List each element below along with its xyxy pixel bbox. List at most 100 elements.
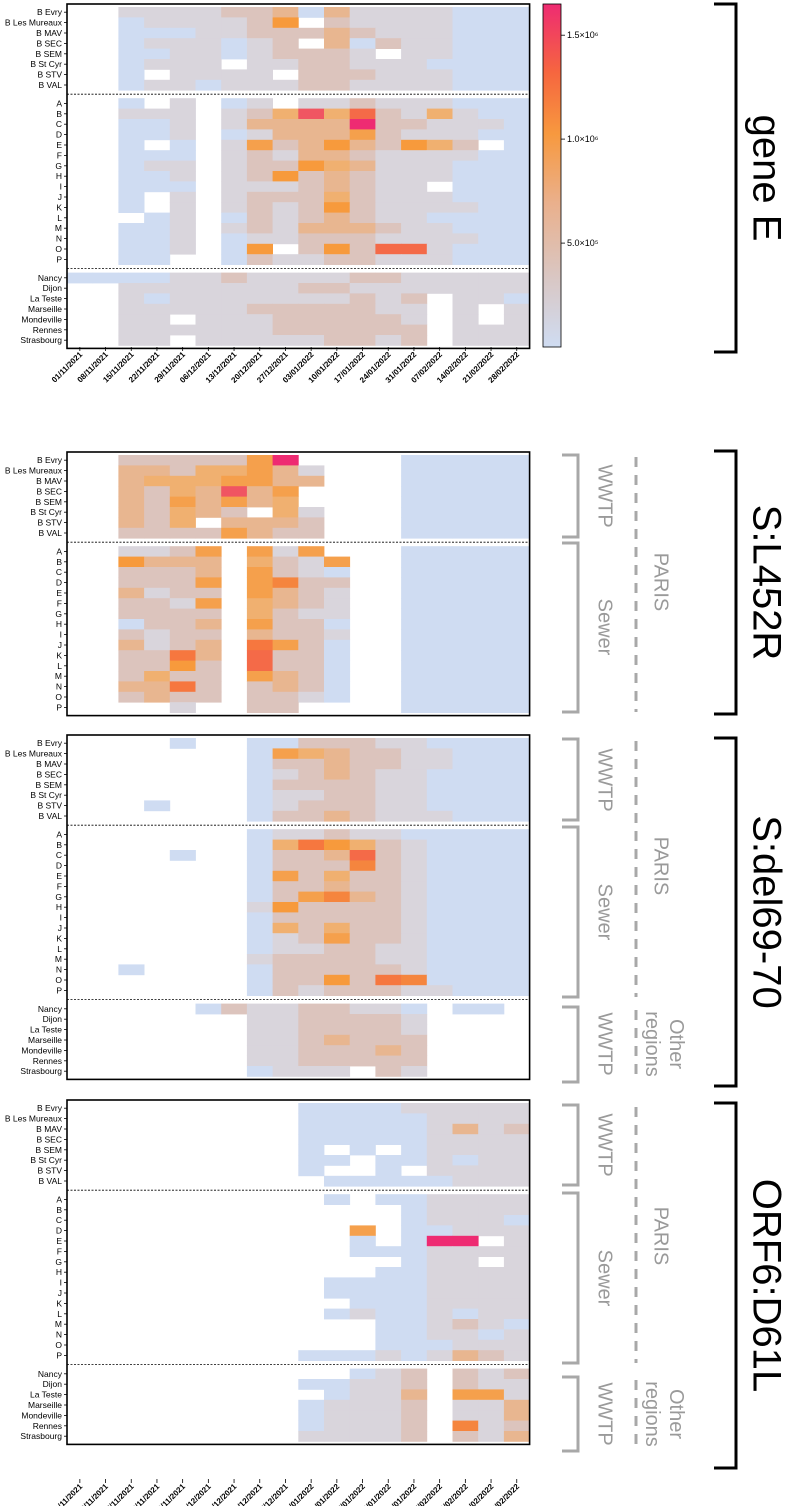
heatmap-cell — [426, 681, 453, 693]
heatmap-cell — [221, 233, 248, 245]
heatmap-cell — [169, 527, 196, 539]
heatmap-cell — [503, 98, 530, 109]
heatmap-cell — [324, 1175, 351, 1187]
heatmap-cell — [272, 769, 299, 780]
heatmap-cell — [452, 556, 479, 568]
heatmap-cell — [426, 954, 453, 965]
heatmap-cell — [298, 758, 325, 770]
heatmap-cell — [452, 223, 479, 234]
heatmap-cell — [375, 1308, 402, 1320]
heatmap-cell — [144, 27, 171, 39]
heatmap-cell — [195, 475, 222, 487]
heatmap-cell — [452, 7, 479, 18]
heatmap-cell — [349, 1277, 376, 1289]
heatmap-cell — [144, 556, 171, 568]
heatmap-cell — [246, 129, 273, 141]
heatmap-cell — [169, 160, 196, 172]
heatmap-cell — [426, 191, 453, 203]
heatmap-cell — [169, 619, 196, 630]
heatmap-cell — [272, 335, 299, 346]
row-label: Dijon — [43, 1379, 63, 1389]
heatmap-cell — [426, 1123, 453, 1135]
heatmap-cell — [375, 870, 402, 882]
heatmap-cell — [144, 619, 171, 630]
heatmap-cell — [144, 38, 171, 49]
heatmap-cell — [452, 38, 479, 49]
heatmap-cell — [118, 486, 145, 497]
heatmap-cell — [452, 1123, 479, 1135]
heatmap-cell — [452, 17, 479, 29]
heatmap-cell — [246, 758, 273, 770]
heatmap-cell — [246, 964, 273, 976]
heatmap-cell — [426, 881, 453, 892]
panel-frame — [66, 3, 531, 350]
heatmap-cell — [401, 98, 428, 109]
heatmap-cell — [298, 1003, 325, 1015]
heatmap-cell — [246, 810, 273, 822]
heatmap-cell — [452, 254, 479, 265]
heatmap-cell — [401, 243, 428, 255]
heatmap-cell — [452, 171, 479, 182]
heatmap-cell — [503, 1225, 530, 1237]
heatmap-cell — [452, 324, 479, 336]
heatmap-cell — [401, 912, 428, 924]
heatmap-cell — [118, 303, 145, 315]
row-label: I — [60, 182, 62, 192]
heatmap-cell — [272, 191, 299, 203]
heatmap-cell — [503, 650, 530, 661]
heatmap-cell — [503, 964, 530, 976]
heatmap-cell — [478, 119, 505, 130]
heatmap-cell — [324, 1003, 351, 1015]
other-regions-label: Otherregions — [641, 1381, 687, 1447]
heatmap-cell — [401, 702, 428, 713]
heatmap-cell — [324, 108, 351, 120]
heatmap-cell — [195, 527, 222, 539]
heatmap-cell — [246, 335, 273, 346]
heatmap-cell — [375, 1165, 402, 1177]
heatmap-cell — [478, 546, 505, 557]
heatmap-cell — [144, 212, 171, 224]
heatmap-cell — [503, 1329, 530, 1341]
heatmap-cell — [195, 7, 222, 18]
heatmap-cell — [452, 1246, 479, 1257]
heatmap-cell — [298, 964, 325, 976]
heatmap-cell — [246, 870, 273, 882]
heatmap-cell — [169, 486, 196, 497]
heatmap-cell — [349, 902, 376, 913]
heatmap-cell — [118, 567, 145, 578]
heatmap-cell — [349, 738, 376, 749]
heatmap-cell — [478, 1399, 505, 1411]
heatmap-cell — [221, 243, 248, 255]
heatmap-cell — [375, 839, 402, 851]
heatmap-cell — [478, 1194, 505, 1205]
heatmap-cell — [272, 738, 299, 749]
heatmap-cell — [375, 954, 402, 965]
row-label: B — [56, 557, 62, 567]
heatmap-cell — [169, 639, 196, 651]
heatmap-cell — [503, 1350, 530, 1361]
heatmap-cell — [169, 7, 196, 18]
heatmap-cell — [169, 272, 196, 284]
heatmap-cell — [503, 902, 530, 913]
heatmap-cell — [478, 233, 505, 245]
heatmap-cell — [401, 1319, 428, 1330]
heatmap-cell — [375, 335, 402, 346]
heatmap-cell — [272, 79, 299, 91]
heatmap-cell — [169, 98, 196, 109]
heatmap-cell — [401, 567, 428, 578]
heatmap-cell — [478, 598, 505, 609]
heatmap-cell — [452, 660, 479, 672]
heatmap-cell — [246, 985, 273, 996]
heatmap-cell — [169, 702, 196, 713]
row-label: B SEC — [36, 486, 62, 496]
panel-title: ORF6:D61L — [744, 1179, 788, 1392]
heatmap-cell — [452, 691, 479, 703]
heatmap-cell — [503, 1204, 530, 1216]
heatmap-cell — [426, 758, 453, 770]
heatmap-cell — [452, 839, 479, 851]
heatmap-cell — [324, 1431, 351, 1442]
heatmap-cell — [195, 556, 222, 568]
heatmap-cell — [272, 779, 299, 791]
row-label: B St Cyr — [30, 790, 62, 800]
heatmap-cell — [503, 212, 530, 224]
